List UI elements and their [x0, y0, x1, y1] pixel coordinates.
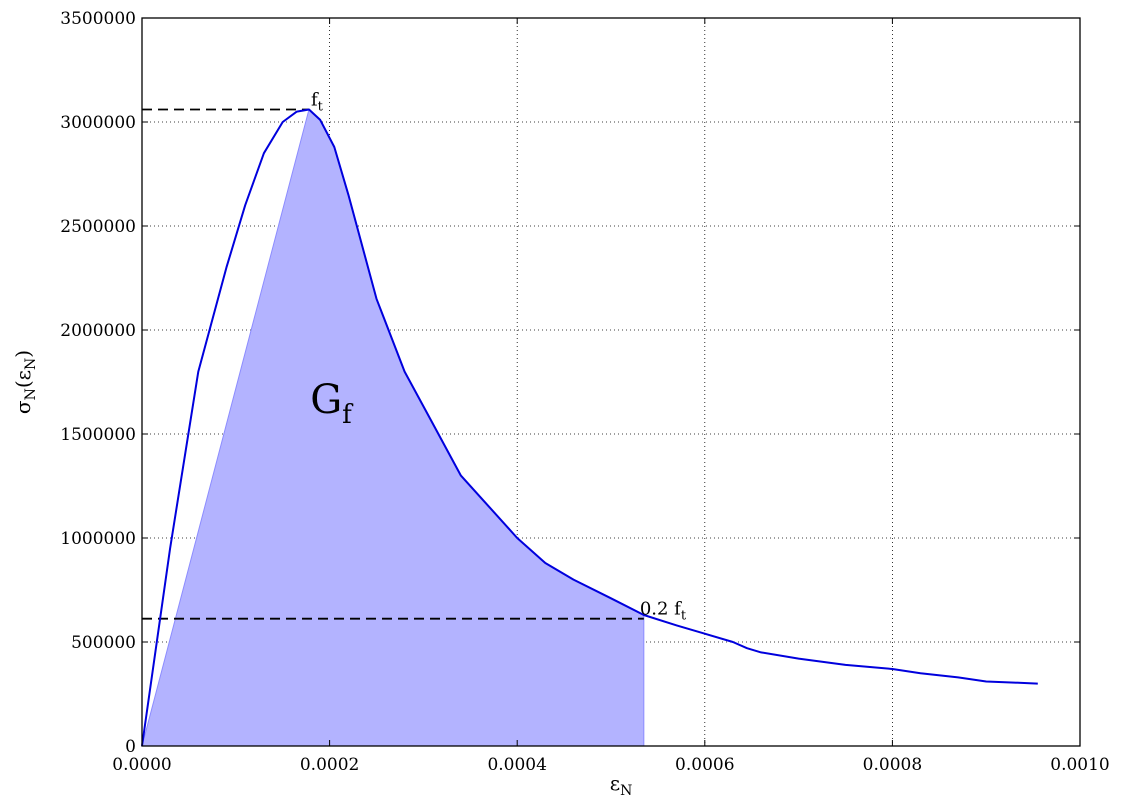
y-tick-label: 3000000 — [60, 113, 136, 133]
shaded-area-layer — [141, 108, 645, 747]
x-tick-label: 0.0006 — [675, 755, 734, 775]
x-tick-label: 0.0010 — [1050, 755, 1109, 775]
y-tick-labels: 0 500000 1000000 1500000 2000000 2500000 30000… — [60, 9, 136, 757]
y-tick-label: 500000 — [71, 633, 136, 653]
plot-frame — [141, 17, 1081, 747]
x-tick-label: 0.0002 — [300, 755, 359, 775]
tick-marks — [141, 17, 1081, 747]
y-tick-label: 2000000 — [60, 321, 136, 341]
y-tick-label: 1500000 — [60, 425, 136, 445]
x-tick-label: 0.0000 — [112, 755, 171, 775]
x-tick-labels: 0.0000 0.0002 0.0004 0.0006 0.0008 0.0010 — [112, 755, 1109, 775]
x-tick-label: 0.0004 — [487, 755, 546, 775]
reference-lines-layer — [142, 108, 644, 620]
y-tick-label: 0 — [125, 737, 136, 757]
y-tick-label: 2500000 — [60, 217, 136, 237]
x-tick-label: 0.0008 — [863, 755, 922, 775]
y-tick-label: 1000000 — [60, 529, 136, 549]
annotation-peak-ft: ft — [311, 90, 324, 115]
y-axis-label: σN(εN) — [11, 350, 39, 414]
x-axis-label: εN — [610, 771, 633, 799]
shaded-area-gf — [141, 108, 645, 747]
y-tick-label: 3500000 — [60, 9, 136, 29]
series-layer — [141, 108, 1038, 747]
annotation-0-2-ft: 0.2 ft — [640, 599, 687, 624]
series-line — [141, 108, 1038, 747]
